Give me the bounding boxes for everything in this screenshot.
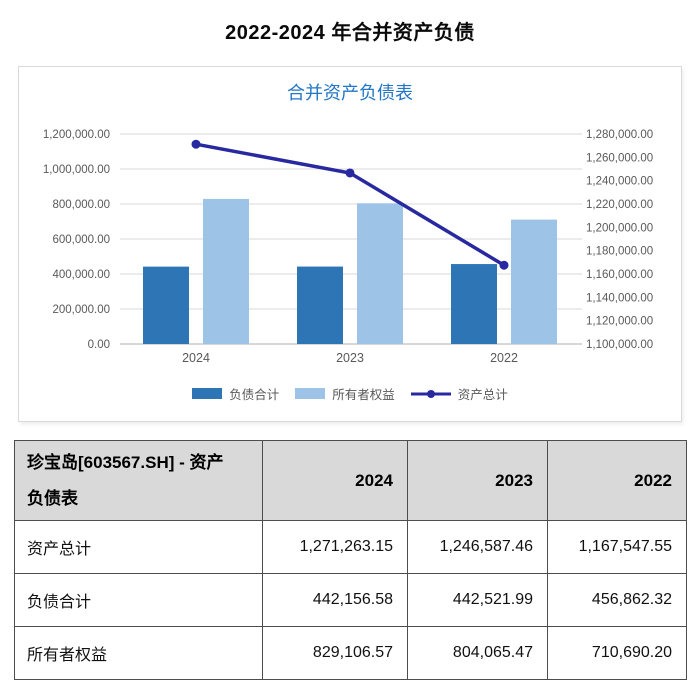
row-value: 1,271,263.15 bbox=[262, 520, 408, 575]
left-axis-tick-label: 600,000.00 bbox=[52, 234, 110, 246]
marker-资产总计-2024 bbox=[191, 139, 201, 149]
bar-所有者权益-2023 bbox=[357, 203, 403, 344]
table-row: 资产总计 1,271,263.15 1,246,587.46 1,167,547.55 bbox=[14, 520, 687, 575]
chart-panel: 合并资产负债表 0.00 200,000.00 400,000.00 600,000.… bbox=[18, 66, 682, 422]
balance-sheet-table: 珍宝岛[603567.SH] - 资产负债表 2024 2023 2022 资产总计… bbox=[14, 439, 687, 681]
table-header-row: 珍宝岛[603567.SH] - 资产负债表 2024 2023 2022 bbox=[14, 439, 687, 522]
right-axis-tick-label: 1,160,000.00 bbox=[586, 269, 653, 281]
marker-资产总计-2023 bbox=[345, 168, 355, 178]
x-axis-category-label: 2022 bbox=[490, 351, 518, 365]
row-value: 442,521.99 bbox=[407, 573, 548, 628]
x-axis-category-label: 2024 bbox=[182, 351, 210, 365]
legend-line-marker-icon bbox=[410, 389, 451, 398]
legend-item-负债合计: 负债合计 bbox=[192, 384, 279, 403]
legend-item-所有者权益: 所有者权益 bbox=[295, 384, 395, 403]
row-value: 1,167,547.55 bbox=[547, 520, 687, 575]
right-axis-tick-label: 1,140,000.00 bbox=[586, 292, 653, 304]
page-title: 2022-2024 年合并资产负债 bbox=[225, 22, 475, 44]
table-year-header: 2024 bbox=[262, 439, 408, 522]
table-year-header: 2023 bbox=[407, 439, 548, 522]
table-row: 负债合计 442,156.58 442,521.99 456,862.32 bbox=[14, 573, 687, 628]
table-row: 所有者权益 829,106.57 804,065.47 710,690.20 bbox=[14, 626, 687, 681]
legend-label: 资产总计 bbox=[457, 388, 508, 402]
right-axis-tick-label: 1,240,000.00 bbox=[586, 176, 653, 188]
row-label: 资产总计 bbox=[14, 520, 263, 575]
bar-负债合计-2022 bbox=[451, 264, 497, 344]
left-axis-tick-label: 400,000.00 bbox=[52, 269, 110, 281]
table-year-header: 2022 bbox=[547, 439, 687, 522]
right-axis-tick-label: 1,220,000.00 bbox=[586, 199, 653, 211]
left-axis-tick-label: 1,000,000.00 bbox=[43, 164, 110, 176]
right-axis-tick-label: 1,120,000.00 bbox=[586, 316, 653, 328]
x-axis-category-label: 2023 bbox=[336, 351, 364, 365]
row-value: 442,156.58 bbox=[262, 573, 408, 628]
row-value: 1,246,587.46 bbox=[407, 520, 548, 575]
bar-负债合计-2023 bbox=[297, 266, 343, 344]
legend-swatch-icon bbox=[295, 388, 326, 399]
row-label: 负债合计 bbox=[14, 573, 263, 628]
bar-所有者权益-2024 bbox=[203, 198, 249, 344]
right-axis-tick-label: 1,180,000.00 bbox=[586, 246, 653, 258]
table-title: 珍宝岛[603567.SH] - 资产负债表 bbox=[14, 439, 263, 522]
row-value: 829,106.57 bbox=[262, 626, 408, 681]
row-value: 456,862.32 bbox=[547, 573, 687, 628]
left-axis-tick-label: 200,000.00 bbox=[52, 304, 110, 316]
legend-label: 负债合计 bbox=[229, 388, 280, 402]
left-axis-tick-label: 0.00 bbox=[88, 339, 110, 351]
right-axis-tick-label: 1,260,000.00 bbox=[586, 152, 653, 164]
legend-label: 所有者权益 bbox=[332, 388, 395, 402]
row-label: 所有者权益 bbox=[14, 626, 263, 681]
bar-负债合计-2024 bbox=[143, 266, 189, 344]
left-axis-tick-label: 1,200,000.00 bbox=[43, 129, 110, 141]
left-axis-tick-label: 800,000.00 bbox=[52, 199, 110, 211]
right-axis-tick-label: 1,100,000.00 bbox=[586, 339, 653, 351]
legend-item-资产总计: 资产总计 bbox=[410, 384, 508, 403]
chart-legend: 负债合计 所有者权益 资产总计 bbox=[19, 384, 681, 403]
combo-chart: 0.00 200,000.00 400,000.00 600,000.00 800,00… bbox=[43, 129, 653, 365]
right-axis-tick-label: 1,280,000.00 bbox=[586, 129, 653, 141]
right-axis-tick-label: 1,200,000.00 bbox=[586, 222, 653, 234]
bar-所有者权益-2022 bbox=[511, 219, 557, 344]
row-value: 804,065.47 bbox=[407, 626, 548, 681]
chart-title: 合并资产负债表 bbox=[287, 83, 413, 103]
legend-swatch-icon bbox=[192, 388, 223, 399]
row-value: 710,690.20 bbox=[547, 626, 687, 681]
marker-资产总计-2022 bbox=[499, 260, 509, 270]
legend-marker bbox=[426, 389, 435, 398]
